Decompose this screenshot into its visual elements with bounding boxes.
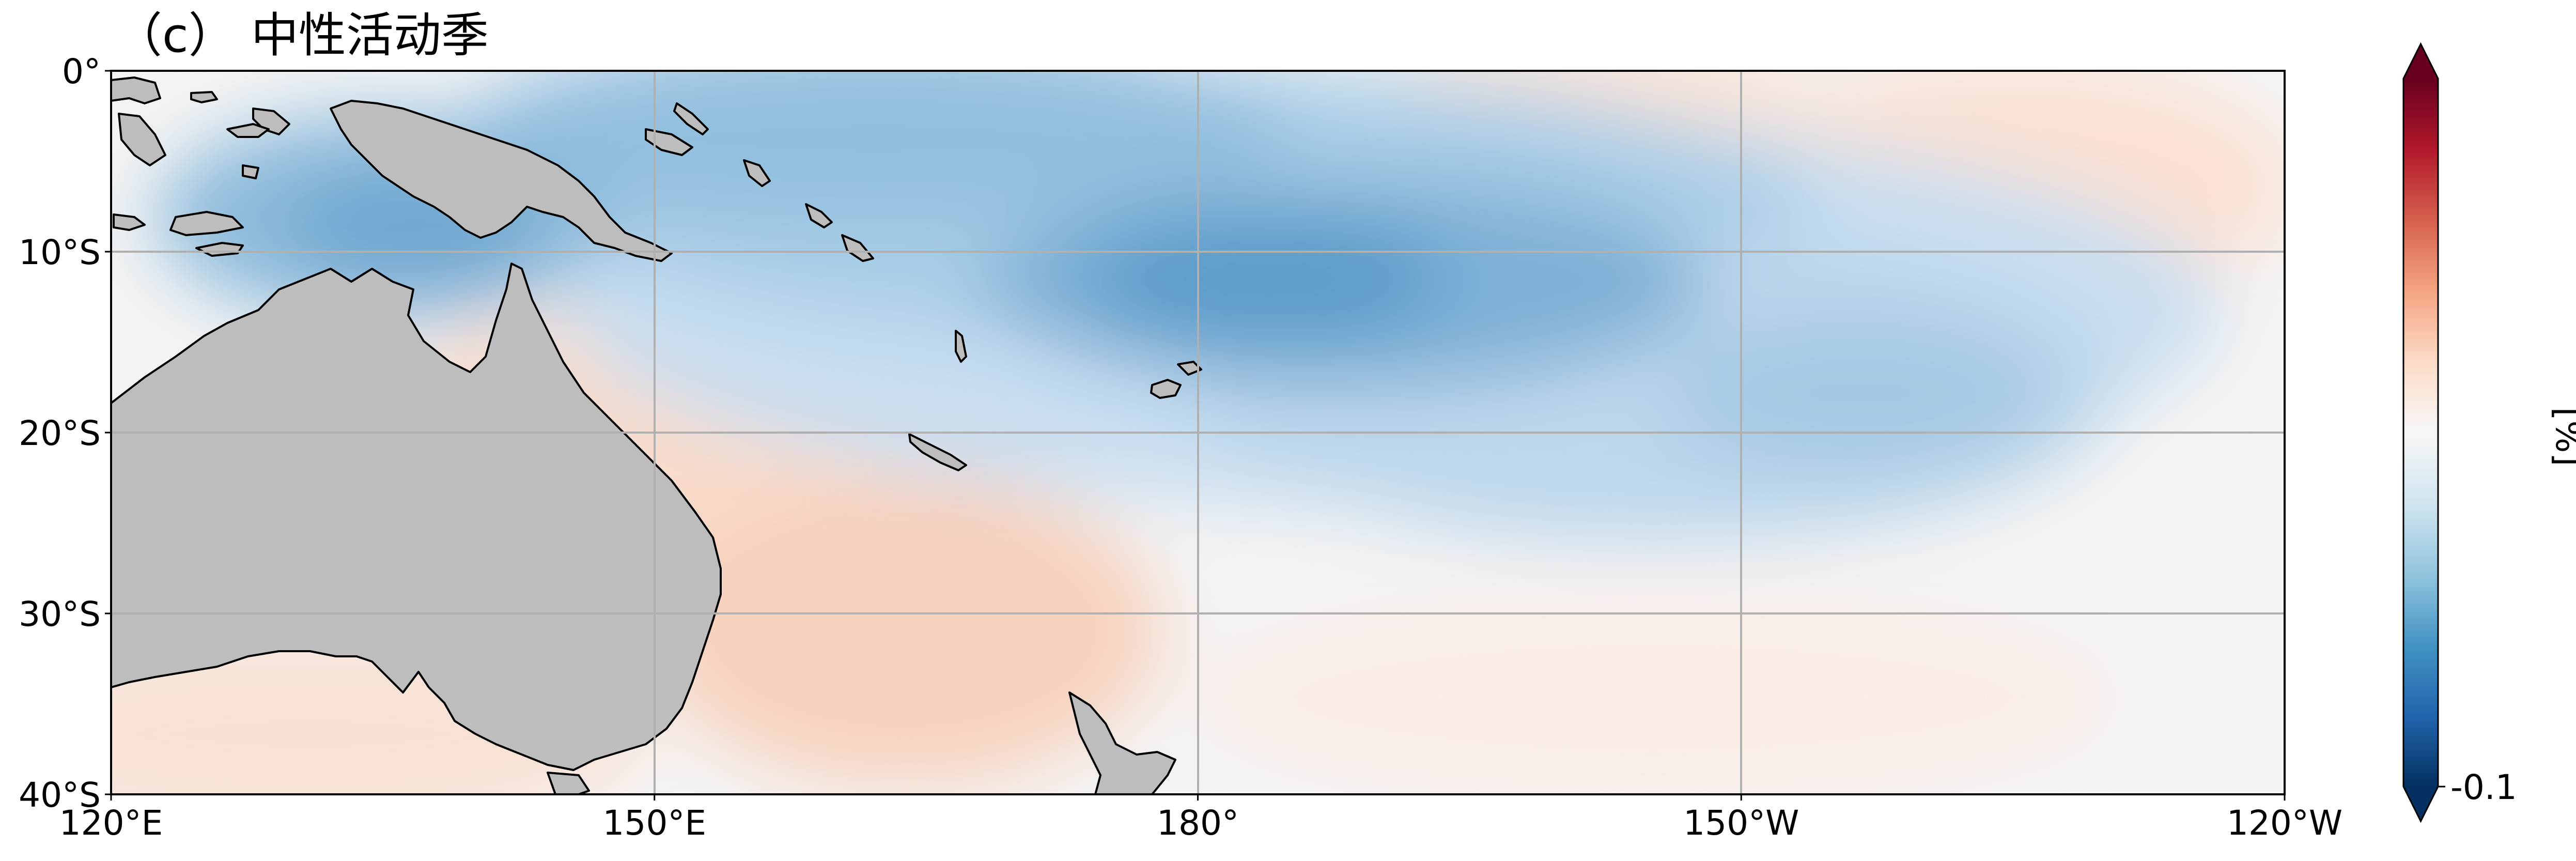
fiji-island-2 xyxy=(1177,361,1202,376)
indonesia-island-3 xyxy=(169,211,244,236)
longitude-tick-label: 150°E xyxy=(602,803,706,843)
anomaly-field xyxy=(111,71,2285,794)
longitude-tick-label: 180° xyxy=(1157,803,1239,843)
colorbar-max-extend xyxy=(2403,44,2438,79)
colorbar-unit-label: [%] xyxy=(2548,407,2576,466)
seram xyxy=(226,123,270,138)
land xyxy=(111,76,1202,794)
latitude-tick-label: 30°S xyxy=(19,594,101,634)
indonesia-island-1 xyxy=(111,76,161,104)
colorbar: -0.1 [%] xyxy=(2402,42,2576,823)
colorbar-body xyxy=(2403,79,2438,787)
timor xyxy=(113,213,146,231)
solomon-island-1 xyxy=(743,159,771,187)
new-zealand-north-island xyxy=(1068,691,1176,794)
new-ireland xyxy=(673,102,709,135)
colorbar-min-extend xyxy=(2403,787,2438,821)
gridlines xyxy=(111,71,2285,794)
small-islands-west xyxy=(190,91,218,103)
vanuatu-island xyxy=(955,330,967,363)
tasmania xyxy=(547,772,590,794)
longitude-tick-labels: 120°E 150°E 180° 150°W 120°W xyxy=(59,794,2342,843)
latitude-tick-label: 40°S xyxy=(19,775,101,815)
solomon-island-3 xyxy=(841,234,874,262)
longitude-tick-label: 120°E xyxy=(59,803,163,843)
latitude-tick-label: 0° xyxy=(62,52,101,91)
latitude-tick-label: 10°S xyxy=(19,233,101,272)
colorbar-outline xyxy=(2402,42,2439,823)
new-britain xyxy=(645,128,693,156)
latitude-tick-labels: 0° 10°S 20°S 30°S 40°S xyxy=(19,52,111,815)
kai-island xyxy=(242,164,259,179)
longitude-tick-label: 120°W xyxy=(2227,803,2342,843)
new-caledonia xyxy=(908,433,967,471)
indonesia-island-2 xyxy=(118,113,166,166)
map-panel xyxy=(111,71,2285,794)
solomon-island-2 xyxy=(805,203,833,228)
longitude-tick-label: 150°W xyxy=(1683,803,1799,843)
australia-landmass xyxy=(111,263,722,771)
figure-title: （c） 中性活动季 xyxy=(115,8,489,63)
colorbar-tick-label: -0.1 xyxy=(2450,767,2517,807)
fiji-island xyxy=(1150,379,1182,399)
new-guinea xyxy=(330,100,673,262)
latitude-tick-label: 20°S xyxy=(19,413,101,453)
